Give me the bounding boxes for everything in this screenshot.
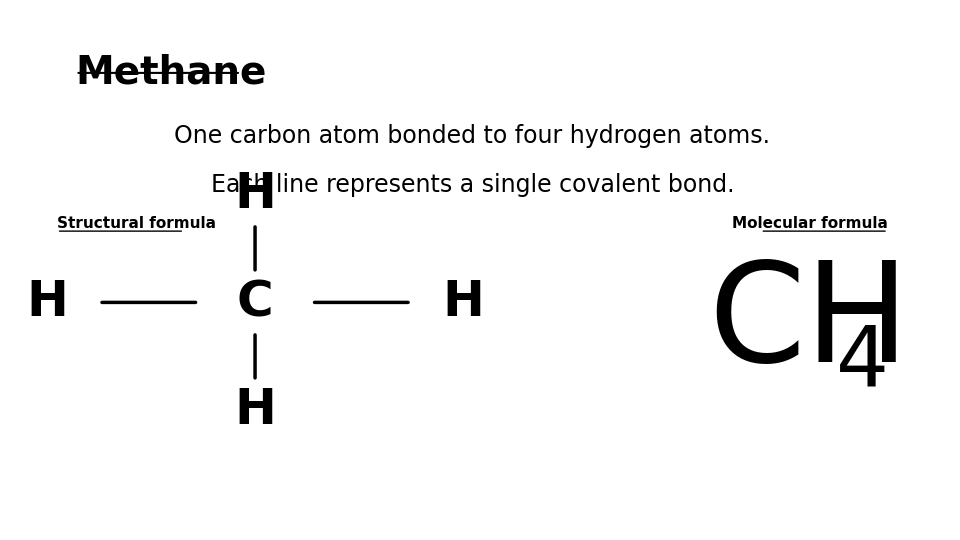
Text: H: H: [234, 387, 276, 434]
Text: H: H: [442, 279, 484, 326]
Text: 4: 4: [836, 321, 889, 402]
Text: Methane: Methane: [76, 54, 267, 92]
Text: Molecular formula: Molecular formula: [732, 216, 888, 231]
Text: CH: CH: [708, 256, 910, 392]
Text: C: C: [237, 279, 274, 326]
Text: Each line represents a single covalent bond.: Each line represents a single covalent b…: [210, 173, 734, 197]
Text: One carbon atom bonded to four hydrogen atoms.: One carbon atom bonded to four hydrogen …: [175, 124, 770, 148]
Text: Structural formula: Structural formula: [57, 216, 216, 231]
Text: H: H: [234, 171, 276, 218]
Text: H: H: [26, 279, 68, 326]
